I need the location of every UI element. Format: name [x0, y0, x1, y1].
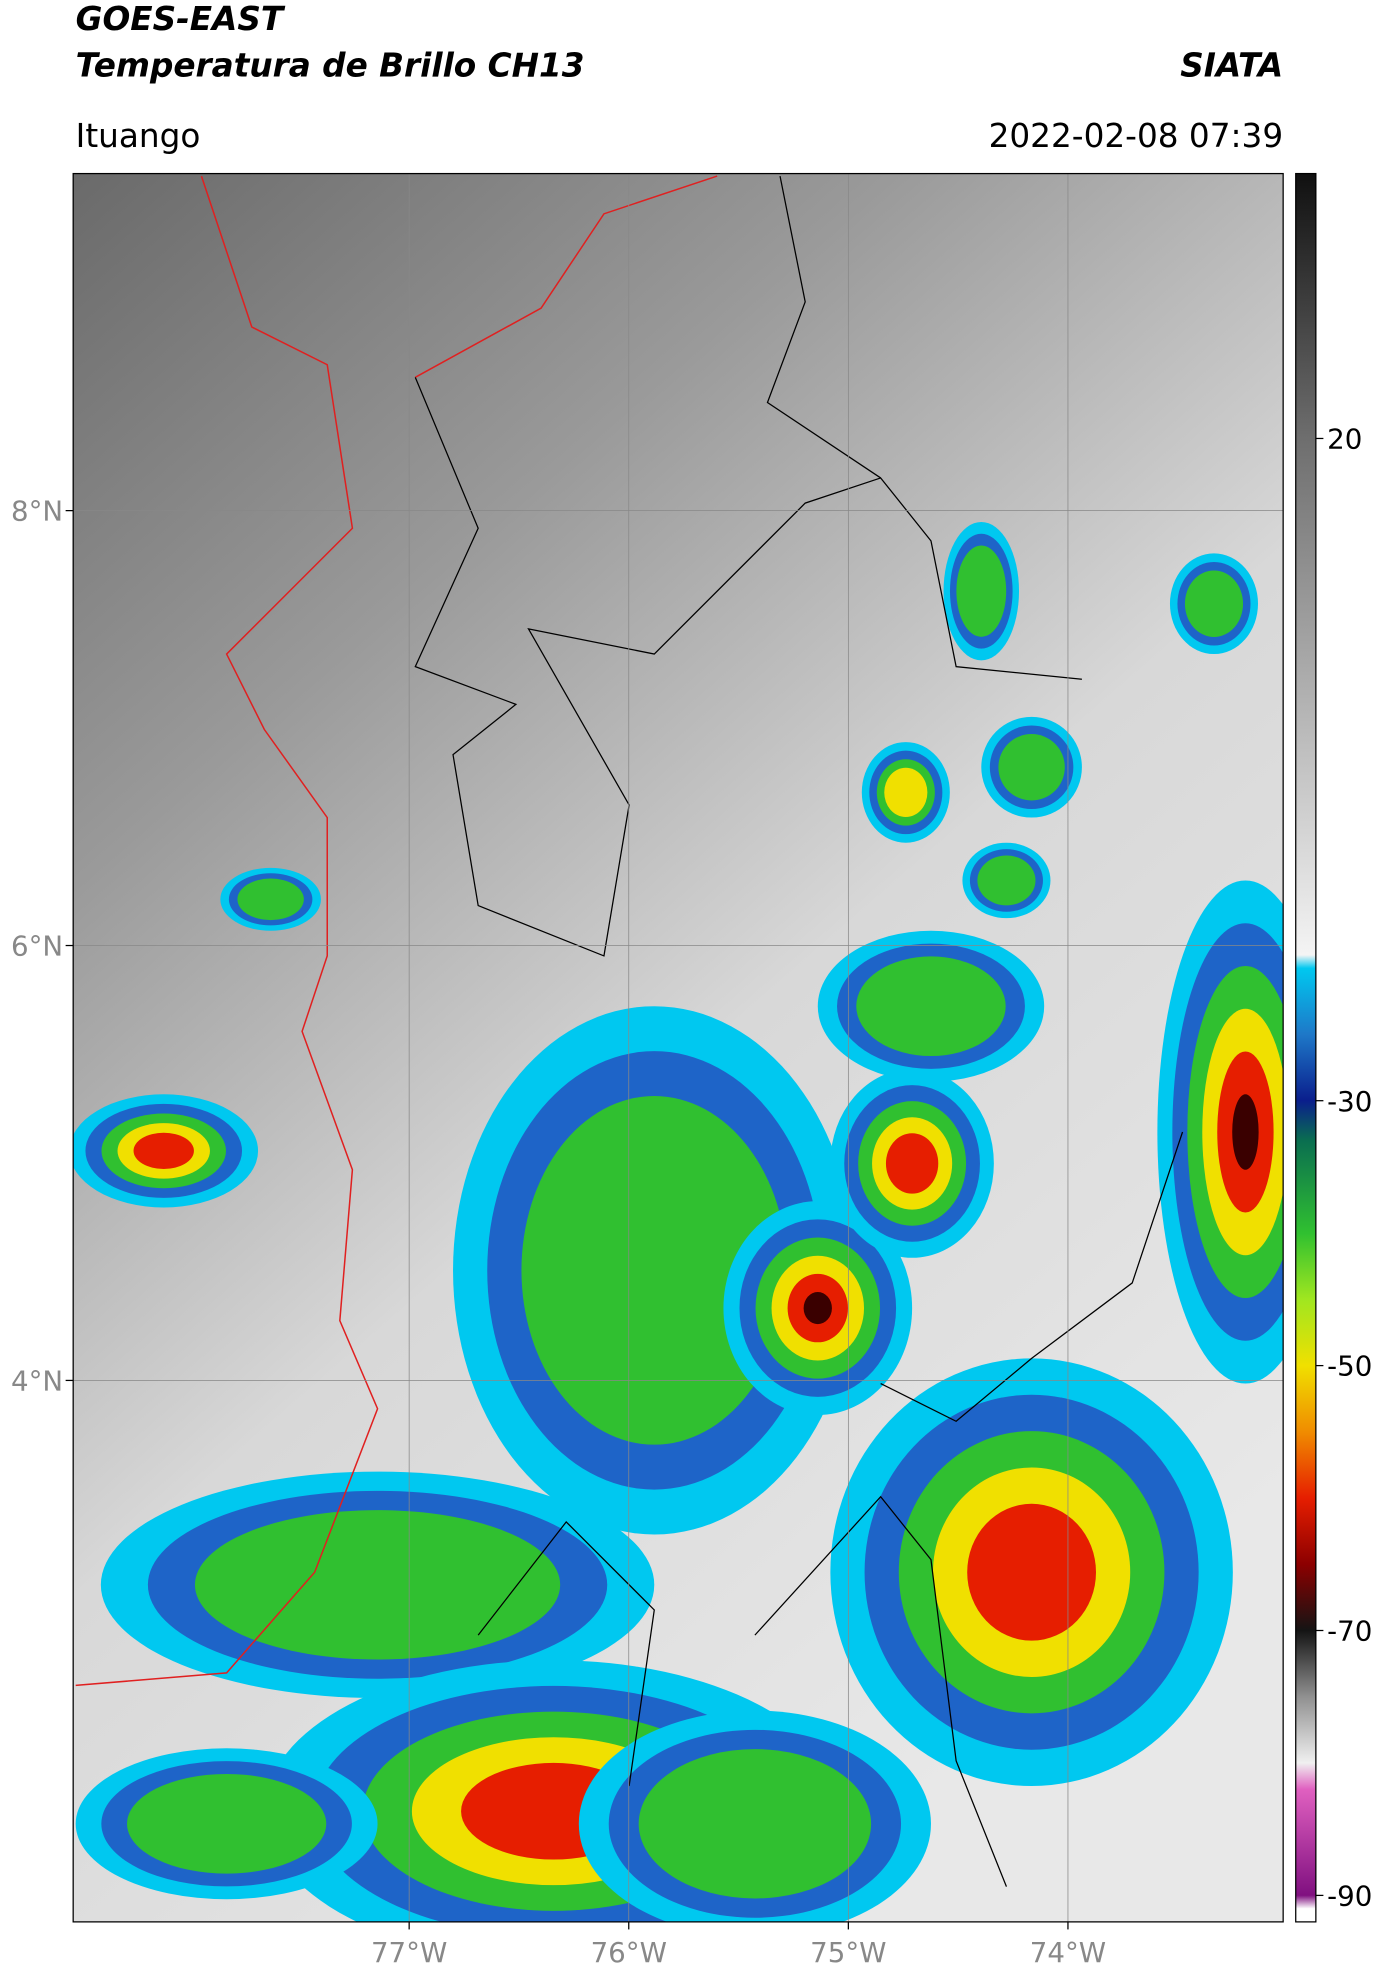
x-tick-label: 74°W — [1030, 1936, 1106, 1969]
colorbar-tick-label: -90 — [1327, 1879, 1372, 1912]
map-image — [73, 173, 1284, 1922]
source: SIATA — [1180, 47, 1283, 85]
cloud-top — [237, 878, 304, 921]
colorbar-tick-label: 20 — [1327, 423, 1362, 456]
coastline — [75, 175, 718, 1687]
cloud-top — [884, 767, 928, 818]
cloud-top — [998, 734, 1065, 801]
cloud-top — [956, 545, 1007, 637]
location: Ituango — [76, 117, 201, 155]
x-tick-label: 75°W — [810, 1936, 886, 1969]
x-tick-label: 77°W — [371, 1936, 447, 1969]
cloud-top — [885, 1133, 939, 1194]
subtitle: Temperatura de Brillo CH13 — [76, 47, 585, 85]
colorbar-tick-label: -50 — [1327, 1350, 1372, 1383]
cloud-top — [856, 956, 1006, 1057]
colorbar-tick-label: -30 — [1327, 1085, 1372, 1118]
cloud-top — [127, 1773, 327, 1874]
cloud-top — [638, 1749, 872, 1899]
cloud-top — [803, 1292, 832, 1325]
title: GOES-EAST — [76, 0, 286, 38]
y-tick-label: 8°N — [11, 495, 63, 528]
colorbar — [1295, 172, 1317, 1923]
cloud-top — [967, 1503, 1096, 1641]
x-tick-label: 76°W — [591, 1936, 667, 1969]
cloud-top — [977, 855, 1036, 906]
cloud-top — [194, 1510, 561, 1660]
datetime: 2022-02-08 07:39 — [989, 117, 1284, 155]
cloud-top — [1184, 570, 1244, 637]
cloud-top — [133, 1132, 194, 1169]
y-tick-label: 4°N — [11, 1364, 63, 1397]
map-frame — [72, 172, 1284, 1923]
cloud-top — [521, 1096, 788, 1445]
y-tick-label: 6°N — [11, 930, 63, 963]
colorbar-tick-label: -70 — [1327, 1615, 1372, 1648]
cloud-top — [1232, 1094, 1259, 1170]
